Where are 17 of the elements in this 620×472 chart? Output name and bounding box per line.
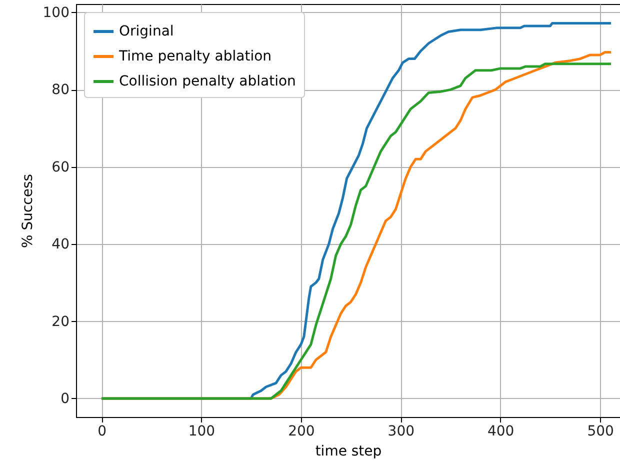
legend-label: Time penalty ablation <box>118 48 272 64</box>
y-tick-label: 100 <box>42 4 70 21</box>
y-tick-label: 80 <box>52 82 70 98</box>
x-tick-label: 300 <box>388 424 415 440</box>
x-tick-label: 200 <box>288 424 315 440</box>
x-tick-label: 500 <box>587 424 614 440</box>
y-tick-label: 0 <box>60 390 70 407</box>
y-axis-title: % Success <box>20 174 36 248</box>
y-tick-label: 60 <box>52 159 70 176</box>
x-axis-title: time step <box>315 444 382 460</box>
x-tick-label: 400 <box>487 424 514 440</box>
legend-label: Collision penalty ablation <box>119 74 296 90</box>
legend-label: Original <box>119 24 174 40</box>
x-tick-label: 100 <box>188 424 216 440</box>
y-tick-label: 40 <box>52 236 70 253</box>
y-tick-label: 20 <box>52 314 70 330</box>
x-tick-label: 0 <box>98 424 106 440</box>
